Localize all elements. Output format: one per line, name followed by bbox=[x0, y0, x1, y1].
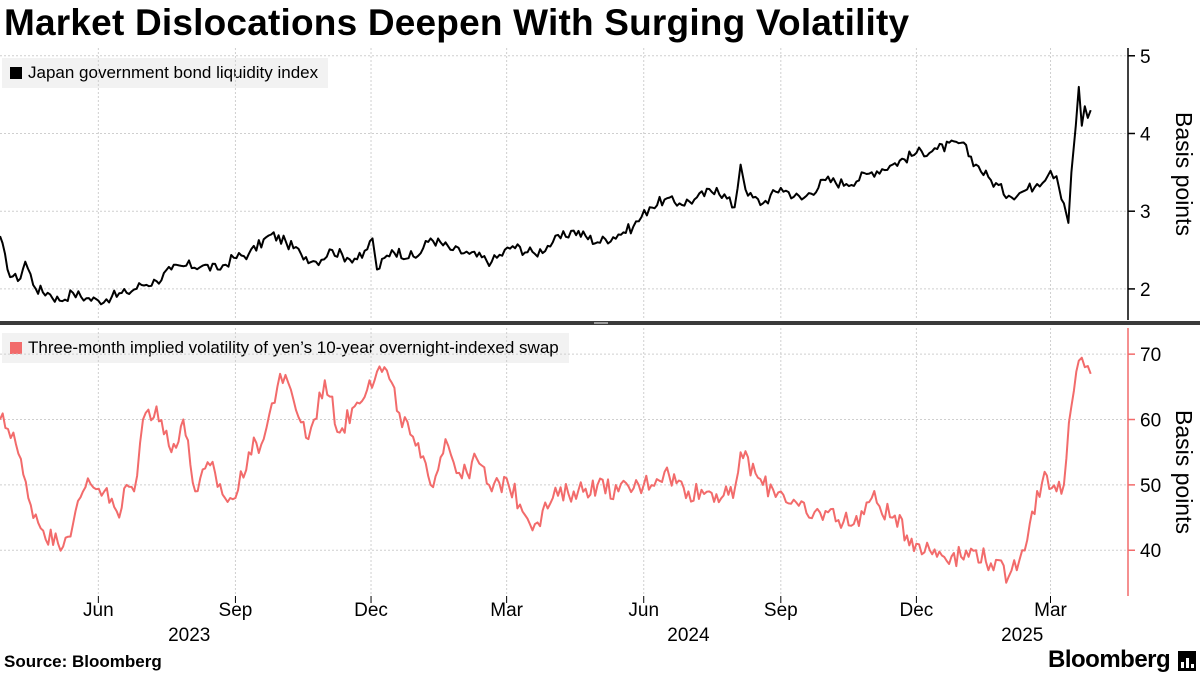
x-tick-label: Mar bbox=[490, 600, 523, 621]
y-tick-label-top: 3 bbox=[1140, 202, 1151, 223]
legend-swatch-red bbox=[10, 342, 22, 354]
x-year-label: 2025 bbox=[1001, 625, 1043, 646]
x-tick-label: Sep bbox=[219, 600, 253, 621]
series-line-top bbox=[0, 85, 1092, 306]
x-tick-label: Dec bbox=[354, 600, 388, 621]
y-tick-label-top: 4 bbox=[1140, 124, 1151, 145]
x-tick-label: Sep bbox=[764, 600, 798, 621]
y-axis-title-top: Basis points bbox=[1171, 112, 1197, 236]
legend-bottom-label: Three-month implied volatility of yen’s … bbox=[28, 338, 559, 357]
series-line-bottom bbox=[0, 356, 1092, 584]
x-tick-label: Dec bbox=[900, 600, 934, 621]
y-tick-label-bottom: 70 bbox=[1140, 345, 1161, 366]
x-tick-label: Jun bbox=[628, 600, 659, 621]
legend-top: Japan government bond liquidity index bbox=[2, 58, 329, 88]
legend-swatch-black bbox=[10, 67, 22, 79]
y-axis-title-bottom: Basis points bbox=[1171, 410, 1197, 534]
legend-top-label: Japan government bond liquidity index bbox=[28, 63, 319, 82]
legend-bottom: Three-month implied volatility of yen’s … bbox=[2, 333, 569, 363]
chart-title: Market Dislocations Deepen With Surging … bbox=[4, 2, 910, 43]
divider-handle bbox=[594, 322, 608, 324]
x-tick-label: Mar bbox=[1034, 600, 1067, 621]
x-tick-label: Jun bbox=[83, 600, 114, 621]
x-year-label: 2023 bbox=[168, 625, 210, 646]
y-tick-label-bottom: 50 bbox=[1140, 476, 1161, 497]
y-tick-label-bottom: 40 bbox=[1140, 541, 1161, 562]
y-tick-label-bottom: 60 bbox=[1140, 411, 1161, 432]
x-year-label: 2024 bbox=[667, 625, 710, 646]
y-tick-label-top: 5 bbox=[1140, 47, 1151, 68]
source-note: Source: Bloomberg bbox=[4, 652, 162, 671]
bloomberg-mark-icon bbox=[1178, 651, 1196, 671]
y-tick-label-top: 2 bbox=[1140, 280, 1151, 301]
bloomberg-logo: Bloomberg bbox=[1048, 646, 1171, 673]
